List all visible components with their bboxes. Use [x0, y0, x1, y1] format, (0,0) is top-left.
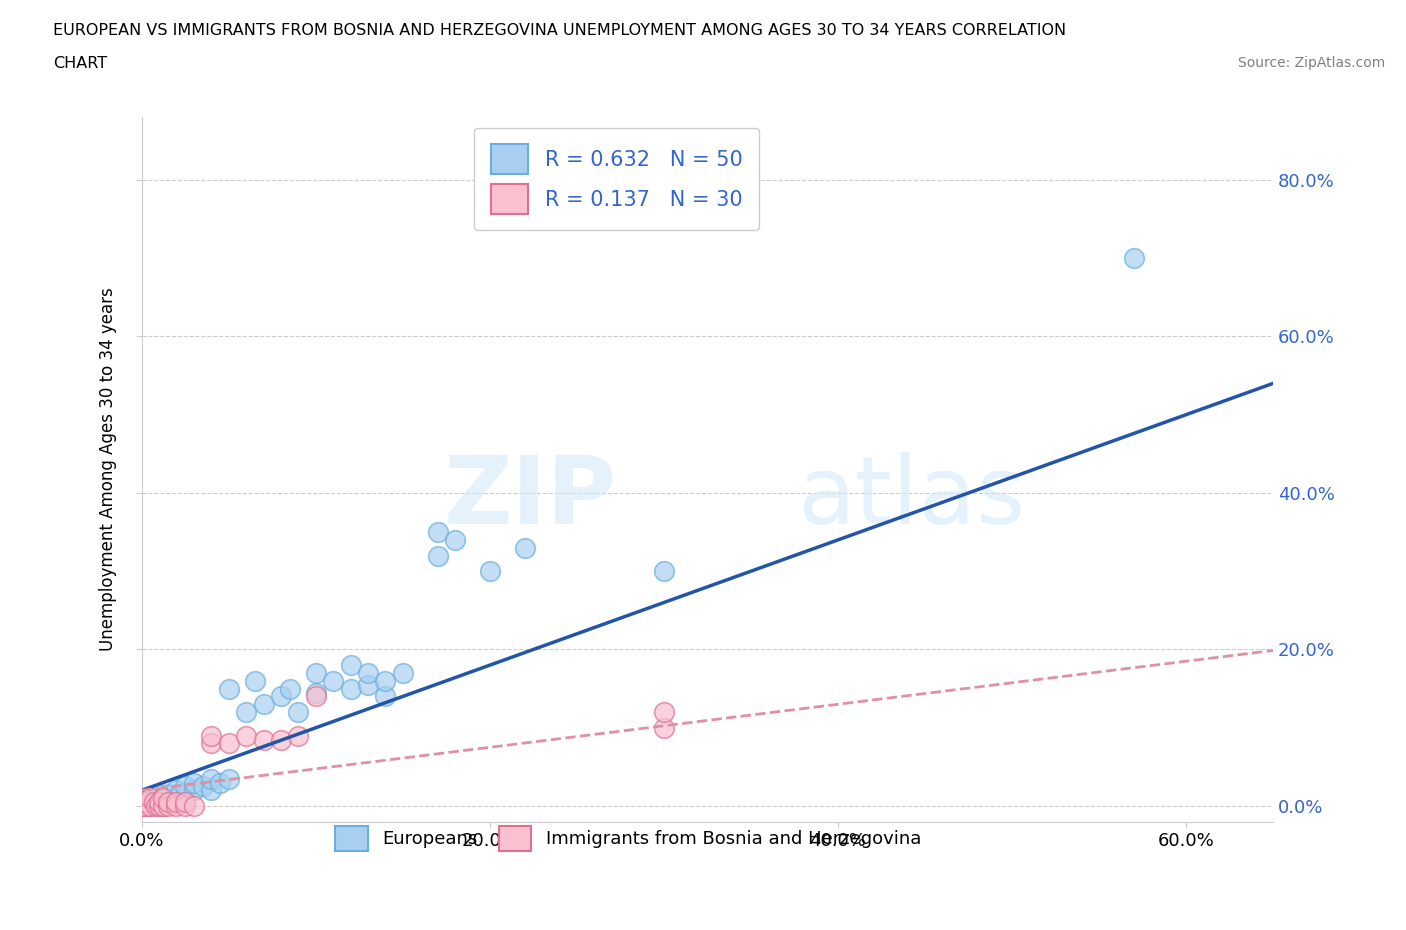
Point: [270, 732, 292, 747]
Point: [252, 732, 274, 747]
Point: [131, 794, 153, 809]
Point: [426, 525, 449, 539]
Point: [243, 673, 266, 688]
Point: [357, 677, 380, 692]
Point: [131, 790, 153, 805]
Point: [169, 787, 191, 802]
Point: [145, 790, 167, 805]
Point: [357, 666, 380, 681]
Point: [131, 799, 153, 814]
Text: EUROPEAN VS IMMIGRANTS FROM BOSNIA AND HERZEGOVINA UNEMPLOYMENT AMONG AGES 30 TO: EUROPEAN VS IMMIGRANTS FROM BOSNIA AND H…: [53, 23, 1067, 38]
Point: [652, 564, 675, 578]
Y-axis label: Unemployment Among Ages 30 to 34 years: Unemployment Among Ages 30 to 34 years: [100, 287, 117, 651]
Point: [139, 794, 162, 809]
Point: [305, 685, 328, 700]
Point: [652, 721, 675, 736]
Point: [200, 771, 222, 786]
Text: CHART: CHART: [53, 56, 107, 71]
Point: [391, 666, 413, 681]
Point: [134, 799, 156, 814]
Point: [218, 736, 240, 751]
Point: [148, 794, 170, 809]
Text: Source: ZipAtlas.com: Source: ZipAtlas.com: [1237, 56, 1385, 70]
Point: [191, 779, 214, 794]
Point: [444, 533, 467, 548]
Point: [139, 790, 162, 805]
Point: [134, 799, 156, 814]
Point: [287, 705, 309, 720]
Point: [183, 799, 205, 814]
Text: atlas: atlas: [797, 452, 1026, 544]
Point: [166, 799, 188, 814]
Point: [142, 794, 165, 809]
Point: [148, 787, 170, 802]
Point: [174, 779, 197, 794]
Point: [200, 728, 222, 743]
Point: [208, 775, 231, 790]
Point: [287, 728, 309, 743]
Point: [152, 799, 174, 814]
Point: [513, 540, 536, 555]
Point: [322, 673, 344, 688]
Point: [148, 799, 170, 814]
Point: [145, 799, 167, 814]
Point: [152, 790, 174, 805]
Point: [252, 697, 274, 711]
Point: [131, 794, 153, 809]
Point: [235, 705, 257, 720]
Point: [148, 794, 170, 809]
Point: [1122, 251, 1144, 266]
Point: [218, 771, 240, 786]
Point: [142, 794, 165, 809]
Point: [156, 794, 179, 809]
Point: [183, 775, 205, 790]
Point: [166, 790, 188, 805]
Point: [200, 736, 222, 751]
Point: [235, 728, 257, 743]
Point: [339, 681, 361, 696]
Text: ZIP: ZIP: [444, 452, 617, 544]
Point: [374, 689, 396, 704]
Point: [156, 799, 179, 814]
Point: [339, 658, 361, 672]
Point: [218, 681, 240, 696]
Point: [166, 783, 188, 798]
Point: [135, 794, 157, 809]
Point: [174, 794, 197, 809]
Point: [174, 790, 197, 805]
Point: [174, 799, 197, 814]
Point: [426, 548, 449, 563]
Point: [270, 689, 292, 704]
Point: [305, 666, 328, 681]
Point: [305, 689, 328, 704]
Point: [139, 799, 162, 814]
Point: [156, 794, 179, 809]
Point: [156, 787, 179, 802]
Point: [166, 794, 188, 809]
Point: [374, 673, 396, 688]
Point: [139, 799, 162, 814]
Point: [183, 783, 205, 798]
Point: [278, 681, 301, 696]
Point: [478, 564, 501, 578]
Point: [135, 790, 157, 805]
Point: [200, 783, 222, 798]
Point: [131, 799, 153, 814]
Legend: Europeans, Immigrants from Bosnia and Herzegovina: Europeans, Immigrants from Bosnia and He…: [328, 818, 928, 858]
Point: [152, 799, 174, 814]
Point: [652, 705, 675, 720]
Point: [152, 790, 174, 805]
